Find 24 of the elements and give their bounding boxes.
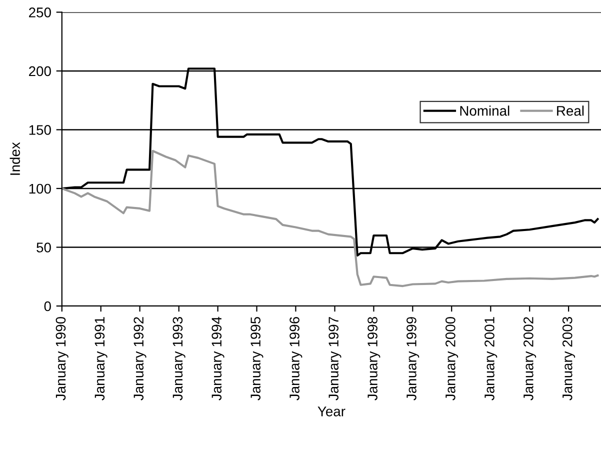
x-tick-label: January 1994 (212, 316, 224, 400)
x-tick-label: January 2000 (446, 316, 458, 400)
x-axis-title: Year (318, 406, 346, 416)
x-tick-label: January 1997 (328, 317, 342, 400)
x-tick-label: January 1991 (94, 317, 108, 400)
y-tick-label: 150 (29, 125, 51, 135)
x-tick-label: January 2002 (524, 317, 536, 400)
x-tick-label: January 2001 (484, 317, 498, 400)
y-tick-label: 0 (44, 301, 51, 312)
y-tick-label: 250 (29, 8, 51, 18)
y-tick-label: 100 (29, 184, 51, 194)
legend-label: Nominal (460, 106, 510, 116)
x-tick-label: January 1992 (134, 317, 146, 400)
y-tick-label: 50 (36, 242, 51, 252)
y-axis-title: Index (10, 142, 20, 175)
x-tick-label: January 2003 (562, 317, 576, 400)
y-tick-label: 200 (29, 66, 51, 76)
x-tick-label: January 1999 (406, 317, 420, 400)
legend-label: Real (557, 106, 584, 116)
x-tick-label: January 1996 (290, 317, 302, 400)
x-tick-label: January 1990 (56, 316, 68, 400)
x-tick-label: January 1998 (368, 317, 380, 400)
x-tick-label: January 1995 (250, 316, 264, 400)
x-tick-label: January 1993 (172, 317, 186, 400)
